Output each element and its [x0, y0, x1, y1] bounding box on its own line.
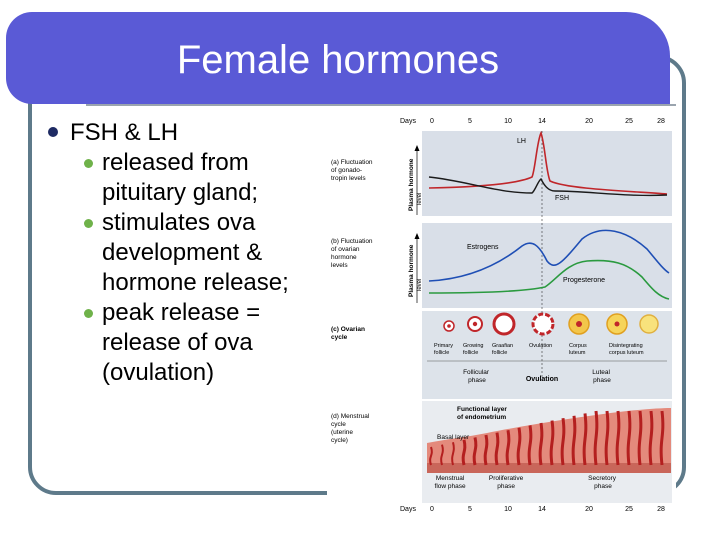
day-bottom-tick-label: 0: [430, 506, 434, 513]
gland: [582, 413, 588, 466]
days-label-top: Days: [400, 118, 416, 125]
estrogens-label: Estrogens: [467, 244, 499, 251]
endometrium-tissue: [427, 408, 671, 463]
bullet-text: FSH & LH: [70, 119, 179, 146]
ovulation-icon: [531, 312, 555, 336]
subbullet-line: (ovulation): [102, 359, 215, 386]
functional-layer-label: Functional layer of endometrium: [457, 406, 509, 421]
gland: [527, 425, 533, 466]
follicle-icons: [443, 312, 659, 336]
panel-a-arrowhead: [414, 145, 420, 151]
graafian-follicle-icon: [492, 312, 516, 336]
gland: [472, 437, 478, 466]
panel-b-bg: [422, 223, 672, 308]
subbullet-line: release of ova: [102, 329, 253, 356]
gland: [659, 410, 665, 466]
gland: [549, 420, 555, 466]
day-top-tick-label: 20: [585, 118, 593, 125]
uterine-phase-labels: Menstrual flow phase Proliferative phase…: [435, 475, 618, 490]
day-bottom-tick-label: 25: [625, 506, 633, 513]
day-bottom-tick-label: 10: [504, 506, 512, 513]
panel-a-bg: [422, 131, 672, 216]
subbullet-item: stimulates ova development & hormone rel…: [40, 208, 330, 298]
disintegrating-corpus-luteum-icon: [639, 314, 659, 334]
gland: [648, 410, 654, 466]
subbullet-line: stimulates ova: [102, 209, 256, 236]
subbullet-dot-icon: [84, 159, 93, 168]
gland: [626, 410, 632, 466]
gland: [494, 432, 500, 466]
day-ticks-bottom: 0 5 10 14 20 25 28: [430, 506, 665, 513]
endometrial-glands: [429, 410, 665, 466]
subbullet-line: hormone release;: [102, 269, 289, 296]
estrogens-curve: [428, 229, 670, 282]
slide-title: Female hormones: [176, 38, 500, 82]
title-bar: Female hormones: [6, 12, 670, 104]
day-bottom-tick-label: 5: [468, 506, 472, 513]
day-top-tick-label: 25: [625, 118, 633, 125]
day-top-tick-label: 0: [430, 118, 434, 125]
lh-label: LH: [517, 138, 526, 145]
day-bottom-tick-label: 28: [657, 506, 665, 513]
gland: [483, 434, 489, 466]
fsh-curve: [428, 176, 668, 197]
follicular-phase-label: Follicular phase: [463, 369, 491, 384]
gland: [604, 410, 610, 466]
subbullet-line: peak release =: [102, 299, 261, 326]
subbullet-line: development &: [102, 239, 263, 266]
day-top-tick-label: 14: [538, 118, 546, 125]
panel-b-arrowhead: [414, 233, 420, 239]
subbullet-dot-icon: [84, 219, 93, 228]
subbullet-line: pituitary gland;: [102, 179, 259, 206]
day-top-tick-label: 5: [468, 118, 472, 125]
follicle-labels: Primary follicle Growing follicle Graafi…: [434, 343, 644, 356]
day-top-tick-label: 10: [504, 118, 512, 125]
gland: [560, 418, 566, 466]
menstrual-cycle-figure: Days 0 5 10 14 20 25 28 Days 0 5 10 14 20 25 28 (a) …: [327, 111, 676, 516]
day-ticks-top: 0 5 10 14 20 25 28: [430, 118, 665, 125]
luteal-phase-label: Luteal phase: [592, 369, 612, 384]
gland: [505, 429, 511, 466]
subbullet-item: released from pituitary gland;: [40, 148, 330, 208]
bullet-dot-icon: [48, 127, 58, 137]
panel-b-axis-label: Plasma hormone: [408, 244, 415, 297]
lh-curve: [428, 130, 668, 195]
title-underline: [86, 104, 676, 106]
gland: [451, 441, 455, 466]
day-bottom-tick-label: 14: [538, 506, 546, 513]
gland: [461, 439, 467, 466]
subbullet-line: released from: [102, 149, 249, 176]
gland: [516, 427, 522, 466]
panel-a-axis-label: Plasma hormone: [408, 158, 415, 211]
bullet-list: FSH & LH released from pituitary gland; …: [40, 118, 330, 388]
gland: [593, 410, 599, 466]
basal-layer-tissue: [427, 463, 671, 473]
bullet-item: FSH & LH: [40, 118, 330, 148]
panel-b-label: (b) Fluctuation of ovarian hormone level…: [331, 238, 374, 269]
gland: [538, 422, 544, 466]
ovulation-label: Ovulation: [526, 376, 558, 383]
panel-c-label: (c) Ovarian cycle: [331, 326, 367, 341]
days-label-bottom: Days: [400, 506, 416, 513]
panel-b-axis-unit: level: [417, 279, 423, 291]
panel-a-axis-unit: level: [417, 193, 423, 205]
gland: [615, 410, 621, 466]
day-top-tick-label: 28: [657, 118, 665, 125]
panel-a-label: (a) Fluctuation of gonado- tropin levels: [331, 159, 374, 182]
progesterone-label: Progesterone: [563, 277, 605, 284]
day-bottom-tick-label: 20: [585, 506, 593, 513]
progesterone-curve: [428, 259, 670, 300]
gland: [637, 410, 643, 466]
basal-layer-label: Basal layer: [437, 434, 470, 441]
subbullet-item: peak release = release of ova (ovulation…: [40, 298, 330, 388]
gland: [571, 415, 577, 466]
gland: [429, 446, 433, 466]
fsh-label: FSH: [555, 195, 569, 202]
panel-d-label: (d) Menstrual cycle (uterine cycle): [331, 413, 371, 444]
gland: [440, 444, 444, 466]
subbullet-dot-icon: [84, 309, 93, 318]
